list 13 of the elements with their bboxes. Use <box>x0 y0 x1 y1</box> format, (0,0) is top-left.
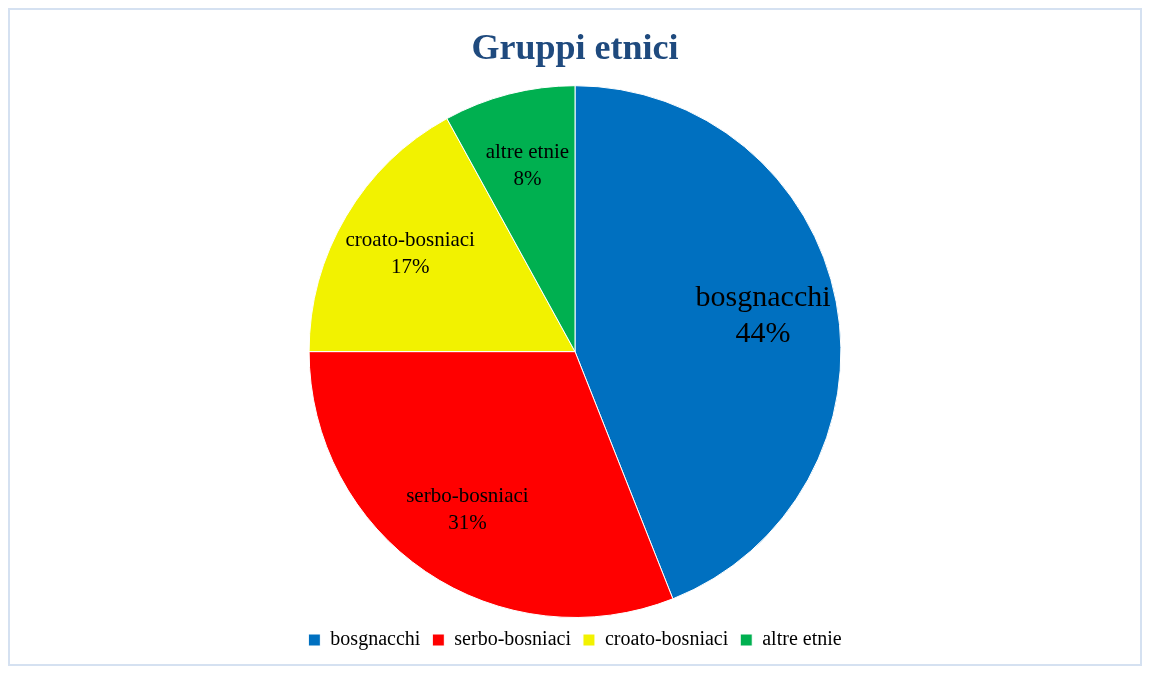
data-label: 8% <box>513 166 542 191</box>
slice-label: altre etnie <box>485 139 570 164</box>
data-label: 17% <box>390 254 430 279</box>
legend-label: serbo-bosniaci <box>454 627 572 650</box>
legend-label: altre etnie <box>762 627 842 650</box>
slice-label: serbo-bosniaci <box>406 482 529 507</box>
legend-label: croato-bosniaci <box>604 627 729 650</box>
data-label: 31% <box>448 509 487 534</box>
slice-label: bosgnacchi <box>695 278 831 312</box>
slice-label: croato-bosniaci <box>345 227 476 252</box>
legend-label: bosgnacchi <box>330 627 421 651</box>
chart-title: Gruppi etnici <box>471 26 679 67</box>
data-label: 44% <box>735 314 791 348</box>
